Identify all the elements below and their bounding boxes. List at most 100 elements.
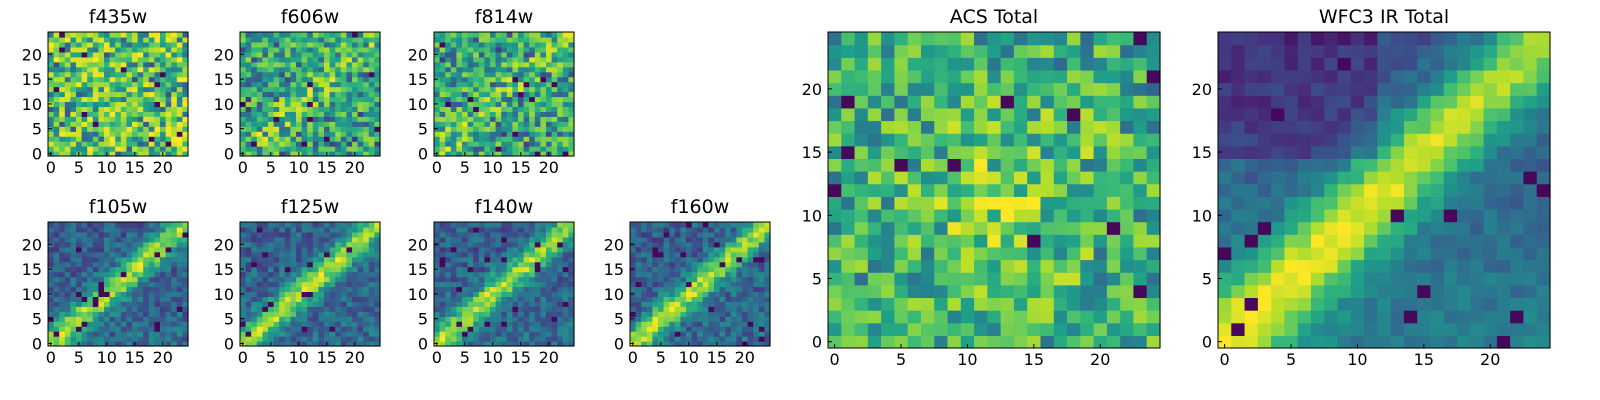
heatmap-cell — [551, 261, 558, 268]
heatmap-cell — [540, 321, 547, 327]
heatmap-cell — [529, 151, 536, 157]
heatmap-cell — [439, 56, 446, 63]
heatmap-cell — [284, 231, 291, 238]
heatmap-cell — [445, 116, 452, 122]
heatmap-cell — [697, 251, 704, 258]
heatmap-cell — [148, 61, 155, 68]
heatmap-cell — [1013, 246, 1028, 261]
heatmap-cell — [867, 335, 882, 349]
heatmap-cell — [318, 336, 325, 342]
heatmap-cell — [551, 296, 558, 302]
heatmap-cell — [171, 101, 178, 107]
heatmap-cell — [98, 101, 105, 107]
heatmap-cell — [340, 96, 347, 103]
heatmap-cell — [562, 286, 569, 293]
heatmap-cell — [828, 297, 842, 311]
heatmap-cell — [148, 86, 155, 93]
heatmap-cell — [974, 322, 988, 336]
heatmap-cell — [87, 51, 94, 58]
heatmap-cell — [335, 46, 342, 53]
heatmap-cell — [557, 316, 564, 322]
heatmap-cell — [340, 146, 347, 152]
heatmap-cell — [456, 106, 463, 112]
heatmap-cell — [714, 331, 721, 337]
heatmap-cell — [262, 36, 269, 43]
heatmap-cell — [568, 146, 575, 152]
y-tick-label: 15 — [22, 260, 42, 279]
heatmap-cell — [456, 51, 463, 58]
heatmap-cell — [363, 41, 370, 48]
heatmap-cell — [478, 32, 485, 38]
heatmap-cell — [64, 222, 71, 228]
heatmap-cell — [262, 261, 269, 268]
heatmap-cell — [301, 286, 308, 293]
heatmap-cell — [445, 241, 452, 248]
heatmap-cell — [841, 259, 856, 273]
heatmap-cell — [109, 266, 116, 273]
heatmap-cell — [329, 261, 336, 268]
x-tick-label: 20 — [539, 158, 559, 177]
heatmap-cell — [154, 311, 161, 317]
heatmap-cell — [324, 32, 331, 38]
heatmap-cell — [318, 311, 325, 317]
heatmap-cell — [301, 136, 308, 142]
heatmap-cell — [312, 111, 319, 117]
heatmap-cell — [143, 106, 150, 112]
heatmap-cell — [374, 246, 381, 253]
heatmap-cell — [730, 226, 737, 233]
heatmap-cell — [148, 231, 155, 238]
heatmap-cell — [81, 336, 88, 342]
heatmap-cell — [374, 61, 381, 68]
y-tick-label: 5 — [32, 310, 42, 329]
heatmap-cell — [674, 281, 681, 288]
heatmap-cell — [148, 121, 155, 127]
heatmap-cell — [663, 246, 670, 253]
heatmap-cell — [81, 151, 88, 157]
heatmap-cell — [462, 266, 469, 273]
heatmap-cell — [1027, 259, 1042, 273]
heatmap-cell — [318, 136, 325, 142]
heatmap-cell — [758, 251, 765, 258]
heatmap-cell — [551, 36, 558, 43]
heatmap-cell — [484, 126, 491, 132]
heatmap-cell — [753, 281, 760, 288]
heatmap-cell — [630, 236, 637, 243]
heatmap-cell — [126, 116, 133, 122]
heatmap-cell — [335, 256, 342, 263]
heatmap-cell — [484, 106, 491, 112]
heatmap-cell — [445, 126, 452, 132]
x-tick-label: 15 — [317, 348, 337, 367]
heatmap-cell — [251, 146, 258, 152]
heatmap-cell — [143, 46, 150, 53]
heatmap-cell — [92, 286, 99, 293]
heatmap-cell — [562, 61, 569, 68]
heatmap-cell — [81, 276, 88, 283]
heatmap-cell — [484, 116, 491, 122]
heatmap-cell — [182, 271, 189, 278]
heatmap-cell — [324, 281, 331, 288]
heatmap-cell — [87, 231, 94, 238]
heatmap-cell — [484, 336, 491, 342]
heatmap-cell — [854, 234, 869, 248]
heatmap-cell — [529, 136, 536, 142]
heatmap-cell — [273, 131, 280, 137]
heatmap-cell — [523, 32, 530, 38]
heatmap-cell — [284, 51, 291, 58]
heatmap-cell — [240, 236, 247, 243]
heatmap-cell — [182, 56, 189, 63]
heatmap-cell — [484, 46, 491, 53]
heatmap-cell — [59, 336, 66, 342]
heatmap-cell — [109, 41, 116, 48]
heatmap-cell — [312, 86, 319, 93]
heatmap-cell — [279, 96, 286, 103]
heatmap-cell — [557, 271, 564, 278]
heatmap-cell — [374, 96, 381, 103]
heatmap-cell — [557, 246, 564, 253]
heatmap-cell — [160, 32, 167, 38]
heatmap-cell — [318, 51, 325, 58]
heatmap-cell — [64, 266, 71, 273]
heatmap-cell — [736, 316, 743, 322]
heatmap-cell — [132, 331, 139, 337]
heatmap-cell — [279, 306, 286, 312]
heatmap-cell — [562, 276, 569, 283]
